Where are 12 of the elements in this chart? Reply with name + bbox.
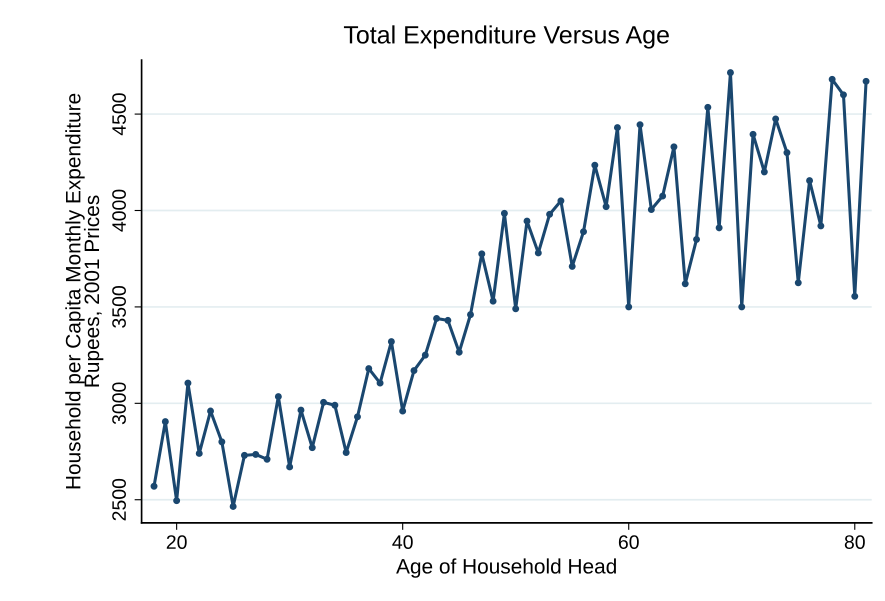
x-tick-label: 60 <box>618 535 639 549</box>
x-tick-label: 40 <box>392 535 413 549</box>
y-tick-label: 4000 <box>112 190 126 232</box>
y-tick-label: 4500 <box>112 93 126 136</box>
y-tick-label: 2500 <box>112 478 126 520</box>
x-tick-label: 20 <box>166 535 187 549</box>
y-axis-title: Household per Capita Monthly Expenditure Rupees, 2001 Prices <box>65 94 104 488</box>
y-tick-label: 3000 <box>112 382 126 424</box>
x-axis-title: Age of Household Head <box>396 558 616 578</box>
x-tick-label: 80 <box>844 535 865 549</box>
y-tick-label: 3500 <box>112 286 126 328</box>
chart-title: Total Expenditure Versus Age <box>344 25 669 49</box>
